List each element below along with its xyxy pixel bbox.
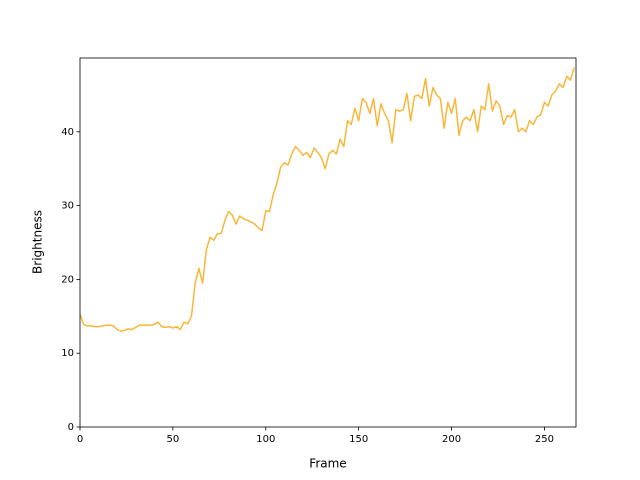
x-tick-label: 200 [442, 434, 461, 445]
y-tick-label: 20 [61, 274, 74, 285]
axes-frame [79, 57, 577, 428]
data-line [79, 67, 575, 332]
x-tick-label: 100 [256, 434, 275, 445]
y-tick-label: 10 [61, 348, 74, 359]
x-tick-label: 150 [349, 434, 368, 445]
x-tick-label: 50 [167, 434, 180, 445]
y-tick-label: 40 [61, 127, 74, 138]
y-tick-label: 30 [61, 201, 74, 212]
y-axis-label: Brightness [31, 210, 45, 274]
x-tick-label: 250 [535, 434, 554, 445]
y-tick-label: 0 [68, 422, 74, 433]
plot-area [80, 58, 576, 427]
x-axis-label: Frame [309, 457, 346, 471]
x-tick-label: 0 [77, 434, 83, 445]
